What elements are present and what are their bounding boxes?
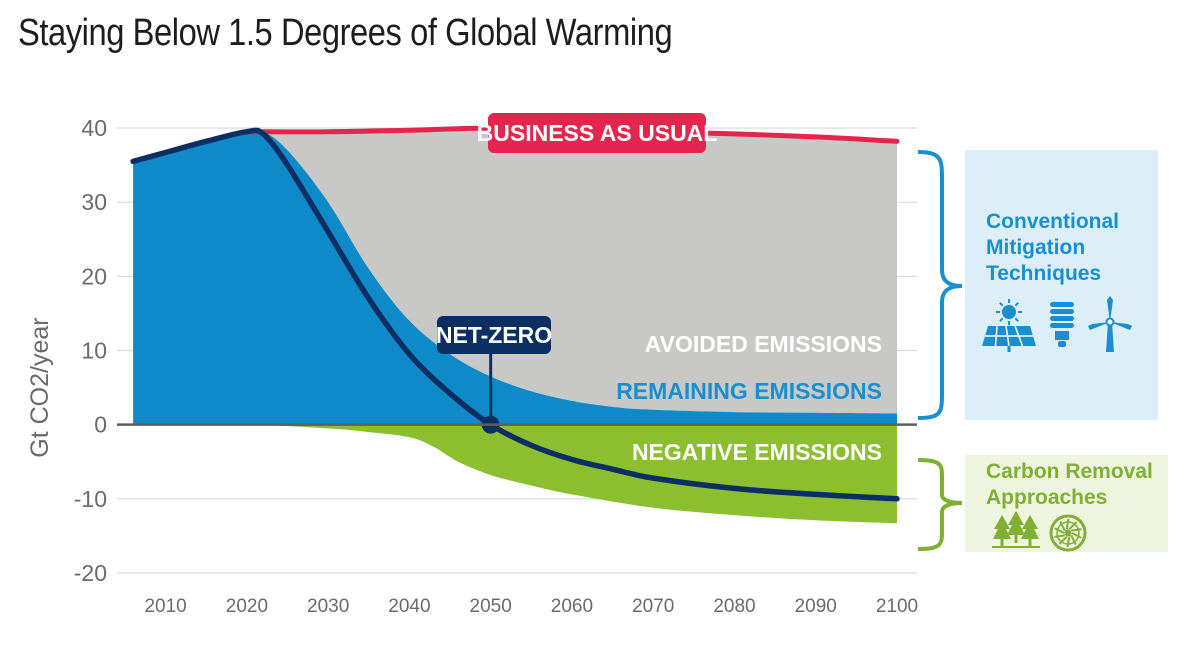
bulb-coil [1050,316,1074,321]
sun-ray [999,302,1004,307]
negative-emissions-area [133,424,898,524]
sun-ray [1014,317,1019,322]
page-title: Staying Below 1.5 Degrees of Global Warm… [18,12,673,54]
x-tick-label: 2090 [795,596,837,617]
fan-blade [1070,534,1077,546]
y-axis-label: Gt CO2/year [26,317,54,457]
bulb-coil [1050,302,1074,307]
turbine-blade [1107,296,1113,322]
side-panels: Conventional Mitigation Techniques Carbon R… [917,150,1168,552]
y-tick-label: 40 [81,115,107,141]
x-tick-label: 2040 [388,596,430,617]
tree-shape [1021,515,1039,539]
carbon-removal-panel-text: Approaches [986,486,1107,509]
business-as-usual-label: BUSINESS AS USUAL [477,120,718,146]
conventional-panel-text: Conventional [986,210,1119,233]
y-tick-label: -10 [74,486,107,512]
area-layer [133,128,898,524]
bulb-tip [1058,341,1066,347]
tree-trunk [1014,535,1018,543]
tree-shape [993,515,1011,539]
conventional-panel-text: Techniques [986,262,1101,285]
net-zero-label: NET-ZERO [436,322,552,348]
turbine-blade [1088,322,1110,330]
bulb-coil [1050,309,1074,314]
avoided-emissions-area [263,128,898,414]
net-zero-badge [437,316,551,354]
x-tick-label: 2050 [470,596,512,617]
bulb-base [1055,331,1069,340]
negative-emissions-label: NEGATIVE EMISSIONS [632,439,882,465]
label-layer: BUSINESS AS USUAL NET-ZERO AVOIDED EMISSIO… [436,113,882,465]
y-tick-label: 20 [81,263,107,289]
avoided-emissions-label: AVOIDED EMISSIONS [645,331,882,357]
fan-ring [1049,514,1087,552]
x-tick-label: 2020 [226,596,268,617]
solar-panel-icon [982,299,1036,352]
fan-blade [1071,532,1082,539]
fan-hub [1064,529,1072,537]
remaining-emissions-area [133,129,898,425]
y-tick-label: 30 [81,189,107,215]
carbon-removal-bracket [917,458,963,551]
conventional-panel [965,150,1158,420]
x-tick-label: 2080 [713,596,755,617]
fan-blade [1065,518,1070,530]
y-tick-label: 0 [94,412,107,438]
business-as-usual-badge [488,113,706,153]
fan-blade [1058,536,1068,545]
carbon-capture-fan-icon [1049,514,1087,552]
sun-ray [999,317,1004,322]
y-tick-label: 10 [81,338,107,364]
fan-blade [1068,521,1078,530]
tree-trunk [1028,539,1032,547]
bulb-coil [1050,323,1074,328]
fan-blade [1071,528,1082,532]
x-tick-label: 2100 [876,596,918,617]
conventional-bracket [917,150,963,420]
x-tick-label: 2030 [307,596,349,617]
tree-shape [1007,511,1025,535]
conventional-panel-text: Mitigation [986,236,1085,259]
turbine-hub [1105,317,1115,327]
fan-blade [1059,520,1066,532]
remaining-emissions-label: REMAINING EMISSIONS [616,378,882,404]
fan-blade [1066,536,1071,548]
x-tick-label: 2010 [144,596,186,617]
sun-ray [1014,302,1019,307]
x-tick-label: 2070 [632,596,674,617]
sun-shape [1002,305,1016,319]
turbine-blade [1110,322,1132,330]
net-emissions-line [130,127,900,502]
trees-icon [992,511,1040,548]
carbon-removal-panel-text: Carbon Removal [986,460,1153,483]
fan-blade [1054,527,1065,534]
y-tick-label: -20 [74,560,107,586]
turbine-tower [1106,322,1114,352]
light-bulb-icon [1050,302,1074,347]
x-tick-label: 2060 [551,596,593,617]
wind-turbine-icon [1088,296,1132,352]
tree-trunk [1000,539,1004,547]
fan-blade [1054,534,1065,538]
